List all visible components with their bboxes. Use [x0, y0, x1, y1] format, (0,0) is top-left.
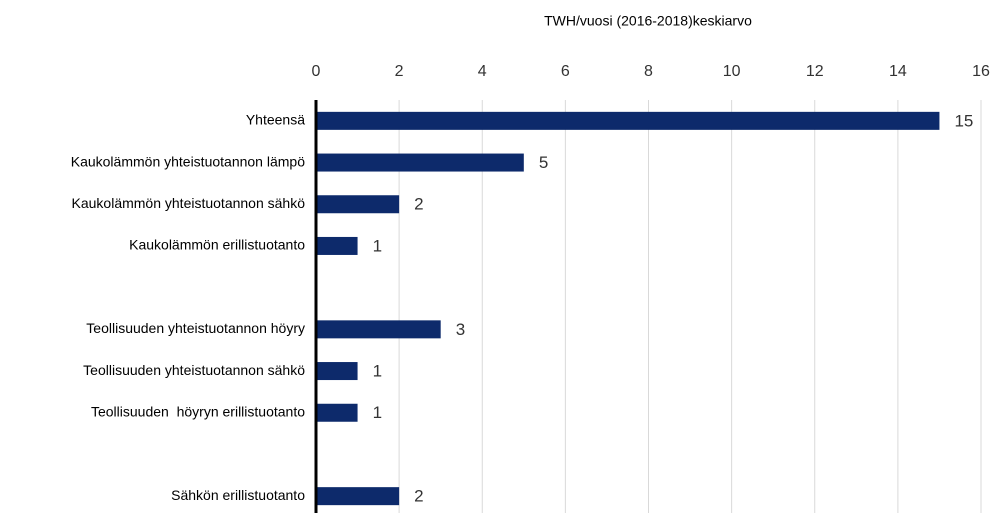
value-label: 2 — [414, 195, 423, 214]
y-tick-label: Kaukolämmön yhteistuotannon lämpö — [71, 153, 305, 169]
bar — [317, 236, 358, 255]
bar — [317, 403, 358, 422]
y-tick-label: Sähkön erillistuotanto — [171, 487, 305, 503]
x-tick-label: 6 — [561, 63, 570, 80]
y-tick-label: Kaukolämmön erillistuotanto — [129, 237, 305, 253]
value-label: 2 — [414, 487, 423, 506]
bar — [317, 153, 524, 172]
x-tick-label: 2 — [395, 63, 404, 80]
value-label: 5 — [539, 153, 548, 172]
x-tick-label: 0 — [312, 63, 321, 80]
bar — [317, 320, 441, 339]
bar — [317, 362, 358, 381]
x-tick-label: 14 — [889, 63, 907, 80]
value-label: 1 — [373, 236, 382, 255]
x-tick-label: 16 — [972, 63, 990, 80]
bar — [317, 111, 940, 130]
value-label: 1 — [373, 362, 382, 381]
chart-title: TWH/vuosi (2016-2018)keskiarvo — [544, 13, 752, 29]
y-tick-label: Kaukolämmön yhteistuotannon sähkö — [72, 195, 306, 211]
value-label: 1 — [373, 403, 382, 422]
bar — [317, 487, 400, 506]
value-label: 3 — [456, 320, 465, 339]
y-tick-label: Teollisuuden höyryn erillistuotanto — [91, 403, 305, 419]
x-tick-label: 12 — [806, 63, 824, 80]
value-label: 15 — [954, 111, 973, 130]
bar — [317, 195, 400, 214]
x-tick-label: 8 — [644, 63, 653, 80]
x-tick-label: 4 — [478, 63, 487, 80]
x-tick-label: 10 — [723, 63, 741, 80]
y-tick-label: Yhteensä — [246, 112, 305, 128]
y-tick-label: Teollisuuden yhteistuotannon sähkö — [83, 362, 305, 378]
y-tick-label: Teollisuuden yhteistuotannon höyry — [86, 320, 305, 336]
